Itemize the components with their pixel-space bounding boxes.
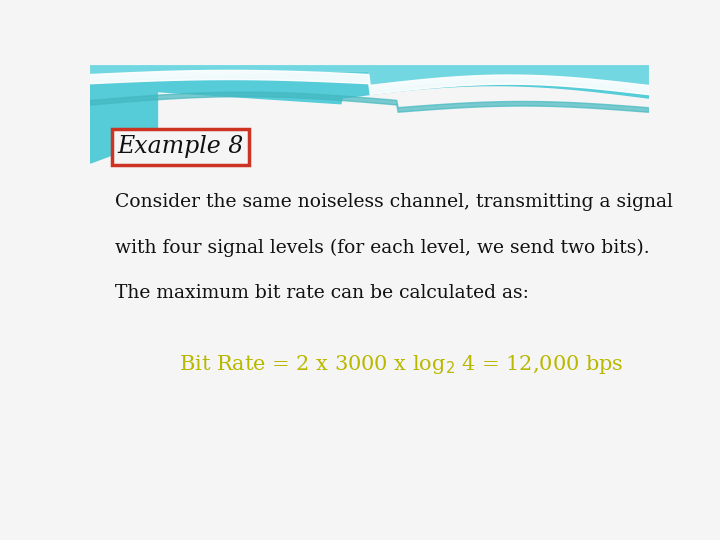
Text: Consider the same noiseless channel, transmitting a signal: Consider the same noiseless channel, tra… — [115, 193, 673, 211]
Text: Bit Rate = 2 x 3000 x log$_2$ 4 = 12,000 bps: Bit Rate = 2 x 3000 x log$_2$ 4 = 12,000… — [179, 353, 624, 376]
Text: with four signal levels (for each level, we send two bits).: with four signal levels (for each level,… — [115, 239, 649, 257]
Text: Example 8: Example 8 — [117, 136, 244, 158]
FancyBboxPatch shape — [112, 129, 249, 165]
Text: The maximum bit rate can be calculated as:: The maximum bit rate can be calculated a… — [115, 285, 529, 302]
